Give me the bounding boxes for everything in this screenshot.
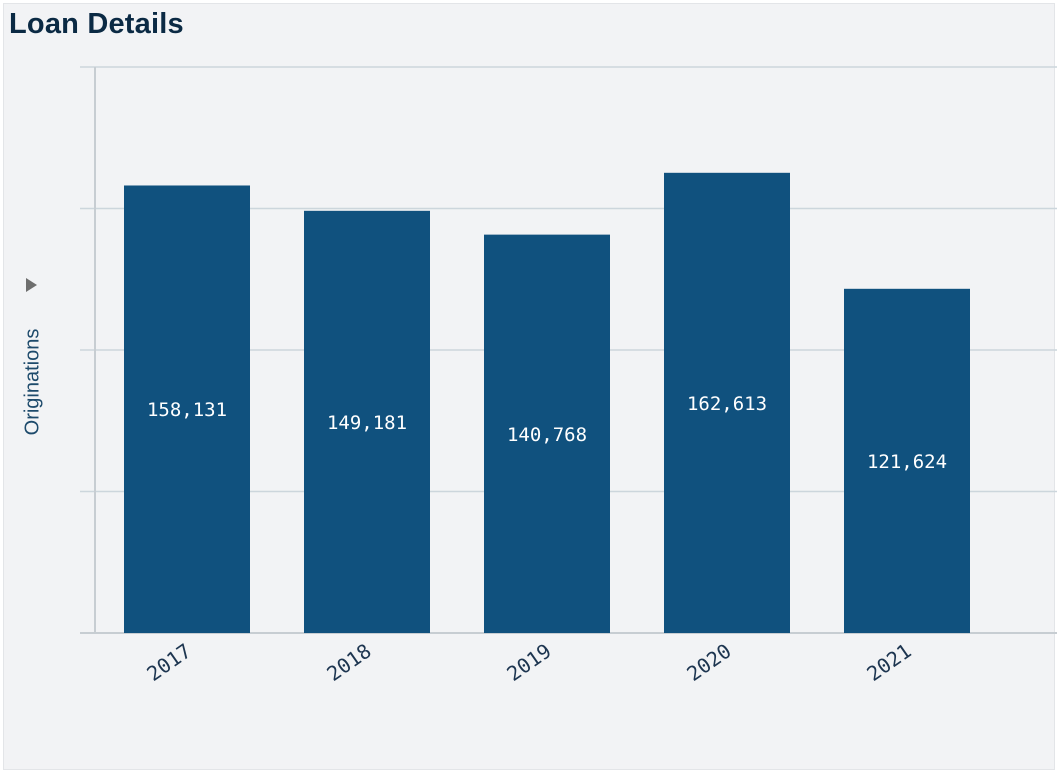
bar-2020[interactable] [664,172,790,633]
bar-value-label: 140,768 [507,424,587,446]
bars [124,172,970,634]
bar-2019[interactable] [484,234,610,633]
bar-2018[interactable] [304,210,430,634]
x-tick-label: 2017 [142,639,195,686]
page-title: Loan Details [9,8,184,40]
bar-value-label: 158,131 [147,399,227,421]
bar-2021[interactable] [844,288,970,633]
bar-value-label: 149,181 [327,412,407,434]
expand-arrow-icon[interactable] [26,278,37,292]
x-tick-labels: 2017 2018 2019 2020 2021 [142,639,915,686]
y-axis-title[interactable]: Originations [21,328,44,436]
bar-value-labels: 158,131 149,181 140,768 162,613 121,624 [147,393,947,473]
bar-value-label: 162,613 [687,393,767,415]
x-tick-label: 2019 [502,639,555,686]
x-tick-label: 2018 [322,639,375,686]
x-tick-label: 2021 [862,639,915,686]
y-axis-title-group: Originations [20,270,46,450]
bar-2017[interactable] [124,185,250,634]
bar-value-label: 121,624 [867,451,947,473]
x-tick-label: 2020 [682,639,735,686]
